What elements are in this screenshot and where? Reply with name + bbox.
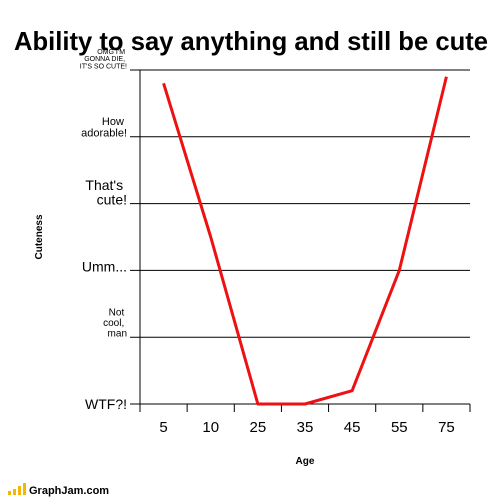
footer: GraphJam.com [29,485,109,497]
y-tick-label: Not cool, man [103,308,127,340]
y-tick-label: OMG I'M GONNA DIE, IT'S SO CUTE! [80,49,127,71]
line [162,76,448,406]
x-tick-label: 45 [344,419,361,436]
chart-title: Ability to say anything and still be cut… [14,26,488,56]
y-tick-label: That's cute! [85,177,127,208]
x-tick-label: 10 [202,419,219,436]
y-tick-label: Umm... [82,258,127,274]
y-tick-label: WTF?! [85,396,127,412]
x-tick-label: 25 [250,419,267,436]
x-tick-label: 75 [438,419,455,436]
x-tick-label: 55 [391,419,408,436]
y-axis-label: Cuteness [34,214,45,259]
x-tick-label: 35 [297,419,314,436]
y-tick-label: How adorable! [81,116,127,140]
logo-icon [8,483,26,495]
x-axis-label: Age [296,456,315,467]
x-tick-label: 5 [159,419,167,436]
